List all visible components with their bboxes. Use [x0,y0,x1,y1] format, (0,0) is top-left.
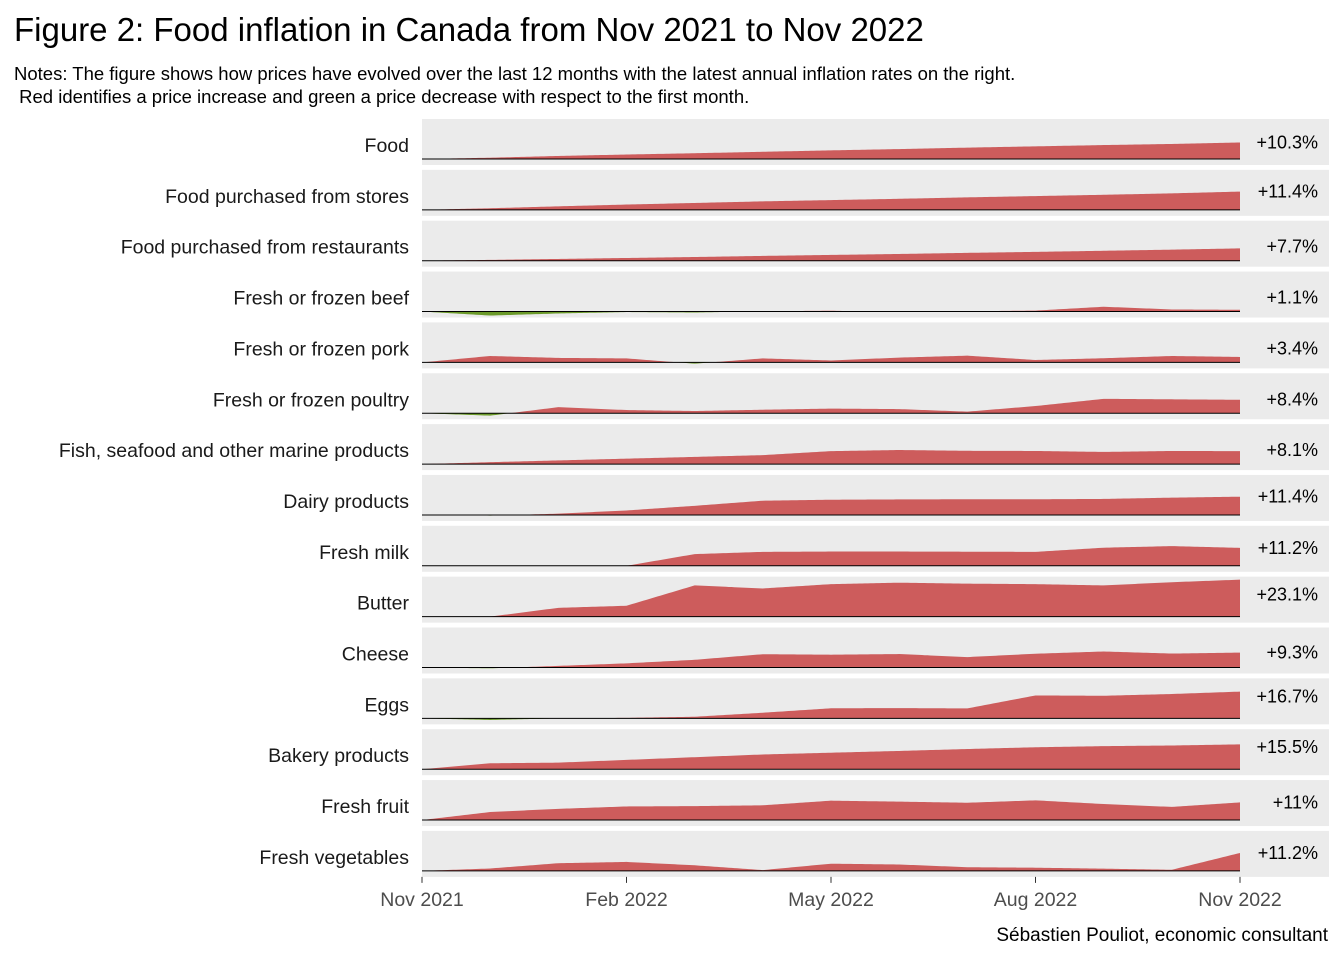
credit-text: Sébastien Pouliot, economic consultant [996,925,1328,946]
x-tick-label: Feb 2022 [585,889,667,911]
inflation-rate-label: +10.3% [1256,133,1318,153]
row-food-purchased-from-stores: Food purchased from stores +11.4% [165,169,1329,216]
row-label: Fresh milk [319,542,409,564]
row-label: Fresh or frozen pork [233,338,409,360]
row-food-purchased-from-restaurants: Food purchased from restaurants +7.7% [121,220,1329,267]
chart-notes: Notes: The figure shows how prices have … [14,63,1016,107]
inflation-rate-label: +11% [1273,792,1318,812]
inflation-rate-label: +9.3% [1266,643,1318,663]
inflation-rate-label: +16.7% [1256,686,1318,706]
increase-area [422,651,1240,668]
chart-rows: Food +10.3% Food purchased from stores +11.… [59,119,1329,877]
row-label: Eggs [365,694,410,716]
increase-area [422,546,1240,566]
increase-area [422,800,1240,821]
row-fresh-fruit: Fresh fruit +11% [321,780,1329,827]
inflation-rate-label: +8.1% [1266,440,1318,460]
inflation-rate-label: +8.4% [1266,389,1318,409]
increase-area [422,142,1240,159]
row-label: Fish, seafood and other marine products [59,440,409,462]
row-label: Food [365,135,409,157]
row-butter: Butter +23.1% [357,576,1329,623]
row-fresh-milk: Fresh milk +11.2% [319,525,1329,572]
increase-area [422,744,1240,770]
row-label: Food purchased from restaurants [121,237,410,259]
row-food: Food +10.3% [365,119,1329,165]
x-tick-label: May 2022 [788,889,874,911]
x-tick-label: Nov 2022 [1198,889,1281,911]
increase-area [422,355,1240,363]
row-fresh-vegetables: Fresh vegetables +11.2% [259,830,1329,877]
row-eggs: Eggs +16.7% [365,678,1329,725]
increase-area [422,579,1240,617]
x-axis: Nov 2021 Feb 2022 May 2022 Aug 2022 Nov 2022 [380,876,1282,911]
x-tick-label: Aug 2022 [994,889,1078,911]
row-dairy-products: Dairy products +11.4% [283,474,1329,521]
row-label: Cheese [342,644,409,666]
row-label: Fresh fruit [321,796,409,818]
inflation-rate-label: +15.5% [1256,737,1318,757]
increase-area [422,248,1240,261]
inflation-rate-label: +1.1% [1266,288,1318,308]
increase-area [422,691,1240,719]
increase-area [422,852,1240,871]
row-label: Dairy products [283,491,409,513]
inflation-rate-label: +7.7% [1266,237,1318,257]
inflation-rate-label: +11.4% [1258,487,1318,507]
row-label: Fresh or frozen beef [233,288,409,310]
row-label: Food purchased from stores [165,186,409,208]
increase-area [422,398,1240,414]
inflation-rate-label: +11.4% [1258,182,1318,202]
row-fresh-or-frozen-pork: Fresh or frozen pork +3.4% [233,322,1329,369]
row-label: Fresh vegetables [259,847,409,869]
increase-area [422,450,1240,465]
inflation-rate-label: +3.4% [1266,338,1318,358]
inflation-rate-label: +23.1% [1256,585,1318,605]
row-fresh-or-frozen-beef: Fresh or frozen beef +1.1% [233,271,1329,318]
row-cheese: Cheese +9.3% [342,627,1329,674]
row-fish-seafood-and-other-marine-products: Fish, seafood and other marine products +… [59,424,1329,471]
row-label: Fresh or frozen poultry [213,389,409,411]
row-label: Butter [357,593,410,615]
x-tick-label: Nov 2021 [380,889,463,911]
increase-area [422,496,1240,515]
row-bakery-products: Bakery products +15.5% [268,729,1329,776]
row-label: Bakery products [268,745,409,767]
inflation-rate-label: +11.2% [1258,538,1318,558]
row-fresh-or-frozen-poultry: Fresh or frozen poultry +8.4% [213,373,1329,420]
inflation-rate-label: +11.2% [1258,843,1318,863]
chart-title: Figure 2: Food inflation in Canada from … [14,11,924,48]
increase-area [422,191,1240,210]
